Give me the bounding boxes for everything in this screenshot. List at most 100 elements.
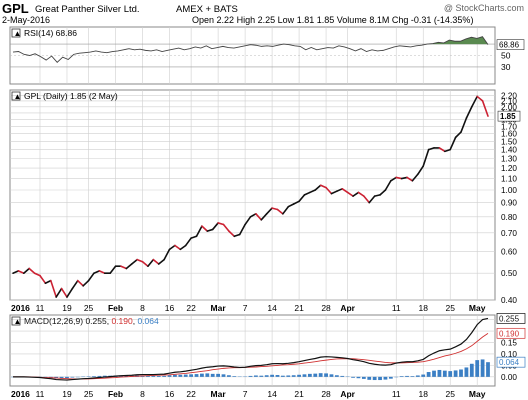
histogram-bar [124, 375, 129, 377]
price-segment [330, 190, 338, 195]
watermark: @ StockCharts.com [444, 3, 524, 13]
price-segment [71, 279, 79, 290]
histogram-bar [297, 374, 301, 377]
price-segment [109, 265, 117, 275]
histogram-bar [334, 375, 339, 377]
macd-legend-macd: 0.255 [85, 316, 107, 326]
header-date: 2-May-2016 [2, 15, 50, 25]
rsi-collapse-toggle[interactable] [11, 28, 21, 38]
histogram-bar [48, 376, 53, 378]
rsi-y-axis: 70503068.86 [496, 39, 525, 72]
price-segment [66, 287, 74, 298]
price-last-value: 1.85 [500, 112, 516, 121]
price-segment [184, 237, 192, 247]
price-segment [406, 176, 414, 182]
price-segment [238, 223, 246, 236]
price-segment [168, 244, 176, 251]
histogram-bar [173, 374, 177, 377]
price-frame [9, 89, 496, 301]
histogram-bar [275, 375, 280, 377]
histogram-bar [264, 375, 269, 377]
high-label: High [237, 15, 256, 25]
histogram-bar [302, 374, 307, 377]
histogram-bar [399, 376, 404, 377]
price-x-axis: 2016 11 19 25 Feb 8 16 22 Mar 7 14 21 28 Apr 11 18 25 May [11, 303, 486, 313]
histogram-bar [448, 371, 453, 377]
histogram-bar [65, 376, 69, 379]
histogram-last-value: 0.064 [499, 358, 520, 367]
macd-histogram [11, 359, 490, 381]
rsi-overbought-fill [427, 36, 488, 45]
macd-toggle-glyph: ▲ [14, 317, 22, 326]
x-tick-label: 14 [267, 303, 277, 313]
macd-x-axis: 2016 11 19 25 Feb 8 16 22 Mar 7 14 21 28 Apr 11 18 25 May [11, 389, 486, 399]
high-value: 2.25 [258, 15, 276, 25]
price-segment [346, 191, 354, 197]
price-segment [33, 272, 41, 277]
histogram-bar [410, 376, 415, 377]
macd-legend-signal: 0.190 [111, 316, 133, 326]
price-segment [400, 176, 408, 180]
signal-line [13, 332, 489, 380]
price-segment [152, 258, 160, 265]
price-segment [206, 228, 214, 232]
x-tick-label: 16 [165, 389, 175, 399]
histogram-bar [421, 374, 426, 377]
y-tick-label: 1.30 [501, 154, 517, 163]
rsi-panel: 70503068.86 ▲ RSI(14) 68.86 [9, 26, 525, 85]
rsi-line [12, 36, 489, 63]
macd-legend-histogram: 0.064 [137, 316, 159, 326]
y-tick-label: 0.10 [501, 350, 517, 359]
price-segment [22, 267, 30, 275]
price-segment [211, 222, 219, 231]
chg-label: Chg [392, 15, 409, 25]
y-tick-label: 1.70 [501, 122, 517, 131]
histogram-bar [437, 369, 442, 377]
x-tick-label: 2016 [11, 389, 30, 399]
x-tick-label: Mar [211, 389, 227, 399]
price-segment [427, 147, 435, 151]
histogram-bar [442, 370, 447, 377]
histogram-bar [254, 375, 258, 377]
price-segment [249, 213, 257, 218]
histogram-bar [259, 375, 264, 377]
x-tick-label: 8 [140, 303, 145, 313]
price-segment [444, 148, 452, 153]
price-panel: 0.40 0.50 0.60 0.70 0.80 0.90 1.00 1.10 1.201.30… [9, 89, 521, 305]
price-segment [55, 287, 63, 298]
price-segment [319, 184, 327, 189]
y-tick-label: 0.50 [501, 269, 517, 278]
histogram-bar [432, 370, 436, 377]
y-tick-label: 0.40 [501, 296, 517, 305]
price-segment [228, 230, 236, 238]
price-collapse-toggle[interactable] [11, 91, 21, 101]
histogram-bar [189, 374, 194, 377]
price-segment [379, 189, 387, 196]
histogram-bar [280, 375, 285, 377]
y-tick-label: 0.70 [501, 229, 517, 238]
macd-grid [10, 315, 495, 386]
macd-line [13, 317, 489, 381]
price-segment [201, 225, 209, 232]
macd-collapse-toggle[interactable] [11, 316, 21, 326]
volume-value: 8.1M [369, 15, 389, 25]
price-segment [368, 195, 376, 204]
histogram-bar [178, 374, 183, 377]
rsi-legend: RSI(14) 68.86 [24, 28, 77, 38]
price-segment [93, 270, 101, 275]
y-tick-label: 2.10 [501, 97, 517, 106]
y-tick-label: 0.60 [501, 247, 517, 256]
price-segment [282, 205, 290, 215]
y-tick-label: 30 [501, 62, 511, 72]
price-segment [44, 279, 52, 285]
histogram-bar [361, 376, 366, 379]
price-toggle-glyph: ▲ [14, 92, 22, 101]
signal-last-value: 0.190 [499, 329, 520, 338]
price-segment [303, 191, 311, 196]
histogram-bar [415, 375, 420, 377]
histogram-bar [248, 375, 253, 377]
histogram-bar [469, 363, 474, 377]
histogram-bar [388, 376, 393, 379]
price-segment [60, 287, 68, 298]
